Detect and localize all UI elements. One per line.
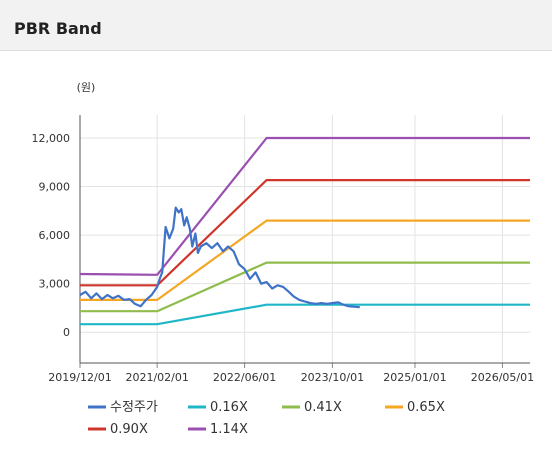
series-line-price bbox=[79, 206, 360, 309]
series-line-114x bbox=[79, 136, 530, 276]
y-tick-label: 3,000 bbox=[39, 278, 71, 291]
axis-layer: 0 3,000 6,000 9,000 12,000 2019/12/01 2021/02/… bbox=[32, 115, 534, 384]
x-tick-label: 2026/05/01 bbox=[471, 371, 534, 384]
x-tick-label: 2023/10/01 bbox=[301, 371, 364, 384]
series-line-065x bbox=[80, 219, 530, 301]
grid-layer bbox=[79, 115, 530, 363]
legend-label-041x: 0.41X bbox=[304, 400, 342, 415]
series-layer bbox=[79, 136, 530, 326]
y-tick-label: 0 bbox=[63, 326, 70, 339]
legend-label-065x: 0.65X bbox=[407, 400, 445, 415]
y-tick-label: 9,000 bbox=[39, 181, 71, 194]
series-line-090x bbox=[80, 179, 530, 287]
series-line-041x bbox=[80, 261, 530, 313]
series-line-016x bbox=[80, 303, 530, 326]
panel-header: PBR Band bbox=[0, 0, 552, 51]
legend-label-090x: 0.90X bbox=[110, 422, 148, 437]
y-tick-label: 6,000 bbox=[39, 229, 71, 242]
pbr-band-chart: (원) 0 3,000 6,000 9,000 12,000 2019/12/01 2021… bbox=[32, 81, 535, 437]
x-tick-label: 2025/01/01 bbox=[383, 371, 446, 384]
legend: 수정주가 0.16X 0.41X 0.65X 0.90X 1.14X bbox=[88, 400, 445, 437]
x-tick-label: 2021/02/01 bbox=[125, 371, 188, 384]
x-tick-label: 2022/06/01 bbox=[213, 371, 276, 384]
legend-label-114x: 1.14X bbox=[210, 422, 248, 437]
x-tick-label: 2019/12/01 bbox=[48, 371, 111, 384]
y-axis-label: (원) bbox=[77, 81, 96, 94]
panel-title: PBR Band bbox=[14, 19, 102, 38]
legend-label-price: 수정주가 bbox=[110, 400, 158, 415]
legend-label-016x: 0.16X bbox=[210, 400, 248, 415]
y-tick-label: 12,000 bbox=[32, 132, 71, 145]
